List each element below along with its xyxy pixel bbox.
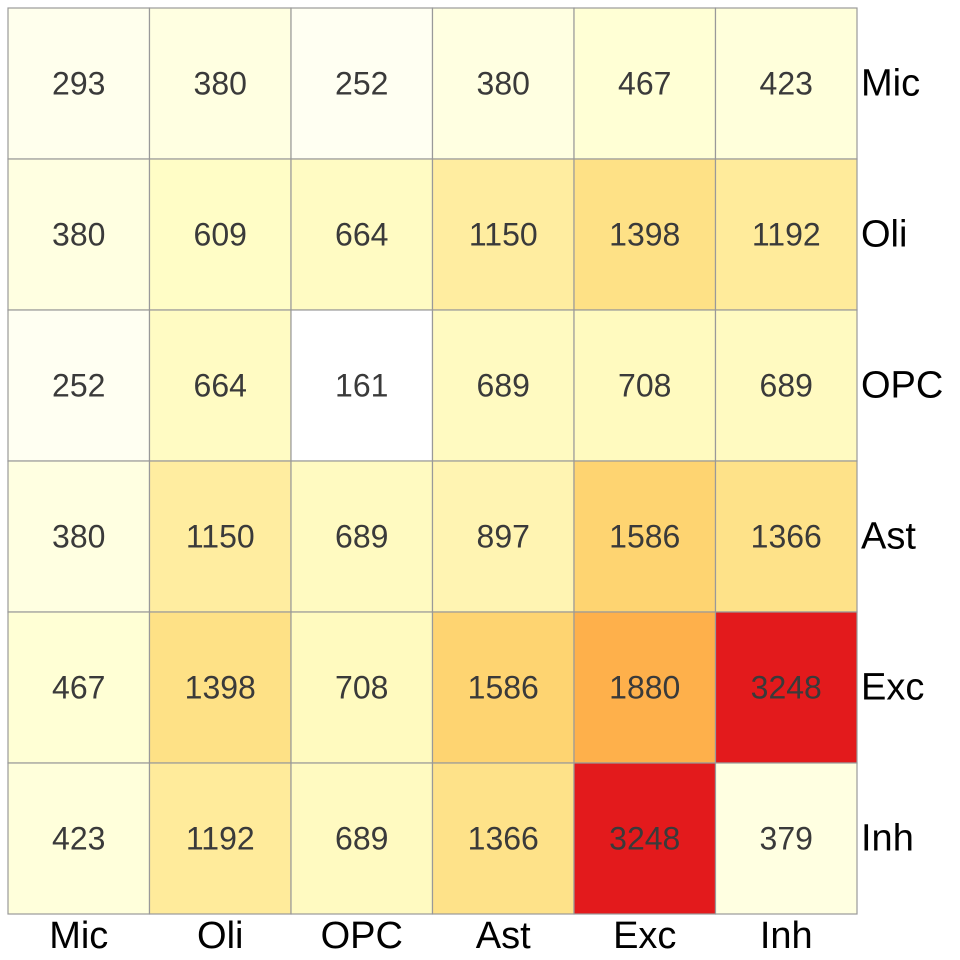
cell-value-label: 1150 <box>186 519 255 555</box>
heatmap-cell-labels: 293 380 252 380 467 423 380 609 664 1150 1398 1192 2… <box>52 66 822 857</box>
cell-value-label: 1398 <box>609 217 680 253</box>
cell-value-label: 689 <box>477 368 530 404</box>
cell-value-label: 1398 <box>185 670 256 706</box>
x-tick-label-oli: Oli <box>197 915 243 957</box>
cell-value-label: 252 <box>52 368 105 404</box>
x-tick-label-inh: Inh <box>760 915 813 957</box>
cell-value-label: 1366 <box>751 519 822 555</box>
cell-value-label: 689 <box>335 821 388 857</box>
y-axis-labels: Mic Oli OPC Ast Exc Inh <box>861 63 943 860</box>
cell-value-label: 380 <box>52 217 105 253</box>
cell-value-label: 380 <box>194 66 247 102</box>
cell-value-label: 689 <box>760 368 813 404</box>
cell-value-label: 467 <box>52 670 105 706</box>
heatmap-cell-oli-inh <box>714 158 858 311</box>
heatmap-cell-mic-opc <box>290 7 434 160</box>
heatmap-cell-mic-exc <box>573 7 717 160</box>
y-tick-label-exc: Exc <box>861 667 924 709</box>
cell-value-label: 3248 <box>751 670 822 706</box>
heatmap-cell-oli-oli <box>148 158 292 311</box>
y-tick-label-ast: Ast <box>861 516 916 558</box>
cell-value-label: 423 <box>760 66 813 102</box>
y-tick-label-mic: Mic <box>861 63 920 105</box>
cell-value-label: 689 <box>335 519 388 555</box>
cell-value-label: 1192 <box>186 821 255 857</box>
heatmap-cell-ast-inh <box>714 460 858 613</box>
heatmap-cell-inh-mic <box>7 762 151 915</box>
x-tick-label-exc: Exc <box>613 915 676 957</box>
heatmap-cell-opc-oli <box>148 309 292 462</box>
heatmap-cell-mic-inh <box>714 7 858 160</box>
heatmap-cell-mic-mic <box>7 7 151 160</box>
heatmap-cell-opc-exc <box>573 309 717 462</box>
heatmap-cell-exc-opc <box>290 611 434 764</box>
cell-value-label: 380 <box>477 66 530 102</box>
heatmap-cell-inh-ast <box>431 762 575 915</box>
cell-value-label: 423 <box>52 821 105 857</box>
cell-value-label: 293 <box>52 66 105 102</box>
cell-value-label: 1150 <box>469 217 538 253</box>
cell-value-label: 3248 <box>609 821 680 857</box>
x-tick-label-opc: OPC <box>321 915 403 957</box>
y-tick-label-opc: OPC <box>861 365 943 407</box>
cell-value-label: 1880 <box>609 670 680 706</box>
heatmap-cell-ast-ast <box>431 460 575 613</box>
cell-value-label: 1586 <box>468 670 539 706</box>
heatmap-cell-exc-ast <box>431 611 575 764</box>
heatmap-cell-ast-opc <box>290 460 434 613</box>
heatmap-cell-opc-mic <box>7 309 151 462</box>
cell-value-label: 708 <box>335 670 388 706</box>
cell-value-label: 380 <box>52 519 105 555</box>
heatmap-cell-exc-inh <box>714 611 858 764</box>
y-tick-label-inh: Inh <box>861 818 914 860</box>
cell-value-label: 1586 <box>609 519 680 555</box>
cell-value-label: 1366 <box>468 821 539 857</box>
x-tick-label-mic: Mic <box>49 915 108 957</box>
heatmap-cell-ast-oli <box>148 460 292 613</box>
cell-value-label: 609 <box>194 217 247 253</box>
heatmap-cell-oli-ast <box>431 158 575 311</box>
cell-value-label: 664 <box>194 368 247 404</box>
cell-value-label: 467 <box>618 66 671 102</box>
cell-value-label: 379 <box>760 821 813 857</box>
cell-value-label: 252 <box>335 66 388 102</box>
heatmap-cell-opc-opc <box>290 309 434 462</box>
heatmap-cell-exc-mic <box>7 611 151 764</box>
y-tick-label-oli: Oli <box>861 214 907 256</box>
cell-value-label: 161 <box>335 368 388 404</box>
cell-value-label: 664 <box>335 217 388 253</box>
heatmap-cell-inh-exc <box>573 762 717 915</box>
heatmap-cell-opc-inh <box>714 309 858 462</box>
heatmap-cell-mic-oli <box>148 7 292 160</box>
heatmap-cell-inh-inh <box>714 762 858 915</box>
heatmap-cells <box>7 7 858 915</box>
heatmap-cell-mic-ast <box>431 7 575 160</box>
cell-value-label: 897 <box>477 519 530 555</box>
cell-value-label: 1192 <box>752 217 821 253</box>
heatmap-cell-ast-exc <box>573 460 717 613</box>
heatmap-cell-ast-mic <box>7 460 151 613</box>
heatmap-cell-exc-exc <box>573 611 717 764</box>
heatmap-cell-opc-ast <box>431 309 575 462</box>
cell-value-label: 708 <box>618 368 671 404</box>
x-tick-label-ast: Ast <box>476 915 531 957</box>
x-axis-labels: Mic Oli OPC Ast Exc Inh <box>49 915 812 957</box>
